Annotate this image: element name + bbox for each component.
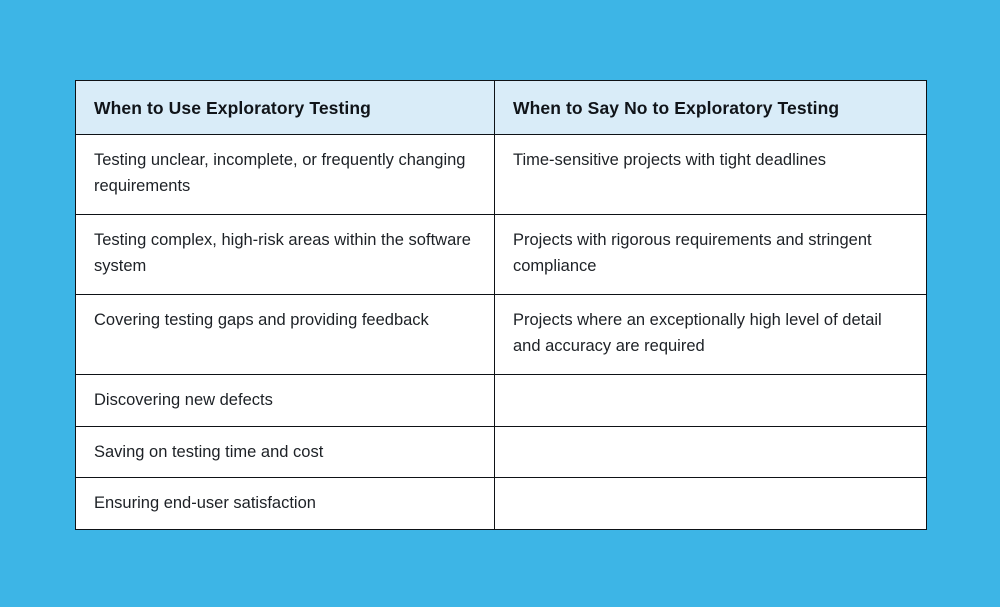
table-row: Testing unclear, incomplete, or frequent… <box>75 134 927 215</box>
table-row: Saving on testing time and cost <box>75 425 927 479</box>
header-cell-when-to-use: When to Use Exploratory Testing <box>75 80 495 135</box>
cell-use-time-cost: Saving on testing time and cost <box>75 425 495 479</box>
header-cell-when-to-say-no: When to Say No to Exploratory Testing <box>494 80 927 135</box>
cell-use-new-defects: Discovering new defects <box>75 374 495 427</box>
cell-sayno-empty-1 <box>494 374 927 427</box>
cell-sayno-detail-accuracy: Projects where an exceptionally high lev… <box>494 294 927 375</box>
table-row: Discovering new defects <box>75 374 927 427</box>
table-row: Testing complex, high-risk areas within … <box>75 214 927 295</box>
cell-use-high-risk: Testing complex, high-risk areas within … <box>75 214 495 295</box>
table-row: Ensuring end-user satisfaction <box>75 477 927 530</box>
cell-sayno-compliance: Projects with rigorous requirements and … <box>494 214 927 295</box>
cell-sayno-empty-3 <box>494 477 927 530</box>
table-header-row: When to Use Exploratory Testing When to … <box>75 80 927 135</box>
exploratory-testing-comparison-table: When to Use Exploratory Testing When to … <box>75 80 927 530</box>
table-row: Covering testing gaps and providing feed… <box>75 294 927 375</box>
cell-sayno-empty-2 <box>494 425 927 479</box>
cell-sayno-deadlines: Time-sensitive projects with tight deadl… <box>494 134 927 215</box>
cell-use-satisfaction: Ensuring end-user satisfaction <box>75 477 495 530</box>
cell-use-requirements: Testing unclear, incomplete, or frequent… <box>75 134 495 215</box>
cell-use-gaps-feedback: Covering testing gaps and providing feed… <box>75 294 495 375</box>
